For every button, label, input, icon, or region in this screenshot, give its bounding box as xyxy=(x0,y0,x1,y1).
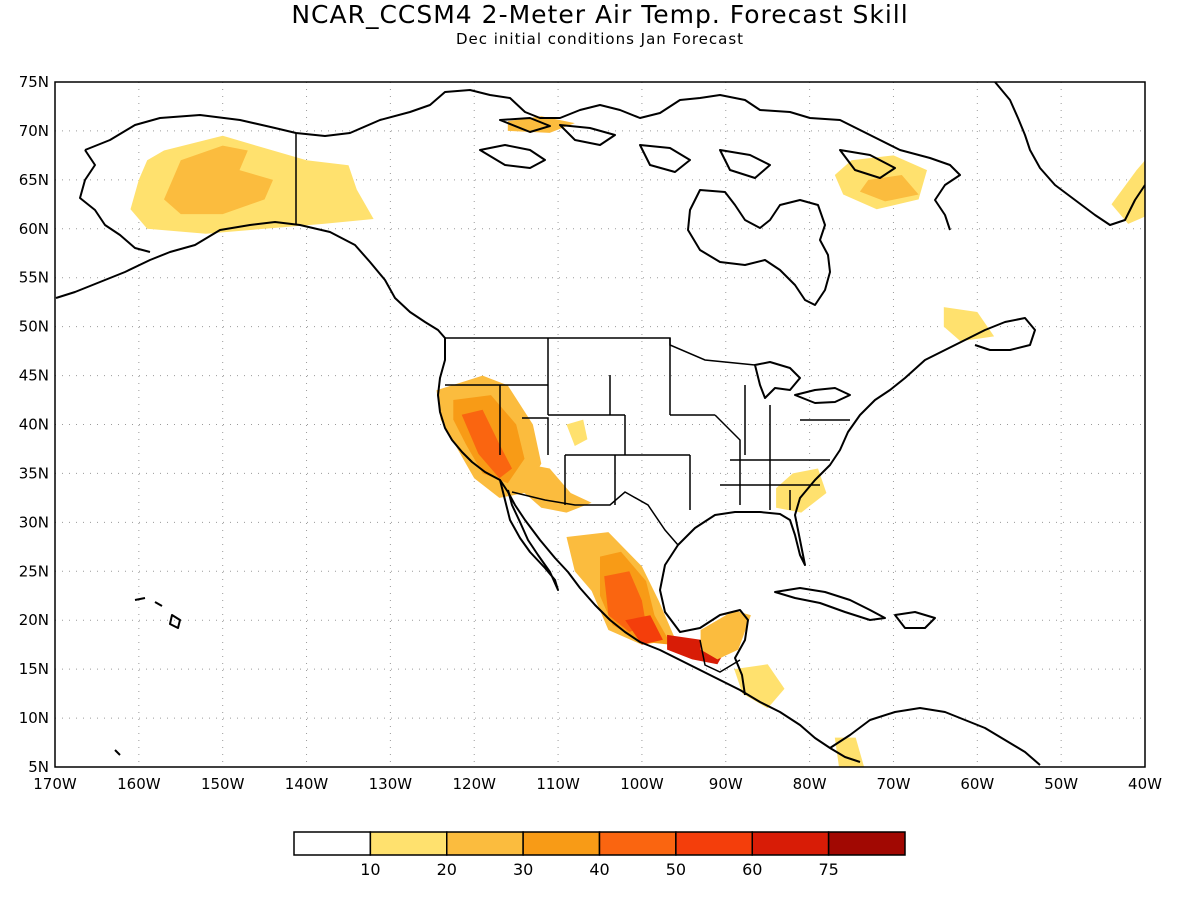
colorbar-swatch xyxy=(598,831,677,856)
alaska-south-coast xyxy=(55,221,446,339)
skill-region xyxy=(566,419,588,446)
lat-tick-label: 30N xyxy=(19,513,49,531)
skill-region xyxy=(1145,146,1195,195)
lat-tick-label: 5N xyxy=(28,758,49,776)
lon-tick-label: 90W xyxy=(709,775,743,793)
skill-region xyxy=(776,468,827,513)
colorbar-swatch xyxy=(827,831,906,856)
mexico-central-america-border xyxy=(699,639,741,673)
lat-tick-label: 45N xyxy=(19,367,49,385)
colorbar-label: 40 xyxy=(589,860,609,879)
lat-tick-label: 50N xyxy=(19,318,49,336)
gulf-coast xyxy=(659,317,1036,696)
map-frame xyxy=(54,81,1146,768)
skill-region xyxy=(734,664,785,709)
lon-tick-label: 120W xyxy=(452,775,496,793)
colorbar-label: 50 xyxy=(666,860,686,879)
lat-tick-label: 10N xyxy=(19,709,49,727)
axis-tick-labels: 75N 70N 65N 60N 55N 50N 45N 40N 35N 30N 25N 20N 15N 1… xyxy=(19,73,1162,793)
lat-tick-label: 15N xyxy=(19,660,49,678)
greenland-coastline xyxy=(994,82,1145,226)
skill-region xyxy=(943,307,995,342)
lat-tick-label: 20N xyxy=(19,611,49,629)
lon-tick-label: 80W xyxy=(793,775,827,793)
lat-tick-label: 75N xyxy=(19,73,49,91)
chart-subtitle: Dec initial conditions Jan Forecast xyxy=(455,30,745,48)
colorbar-swatch xyxy=(293,831,372,856)
pacific-coast xyxy=(437,338,861,763)
skill-region xyxy=(461,409,512,479)
colorbar-label: 10 xyxy=(360,860,380,879)
skill-region xyxy=(667,634,726,665)
cuba-coastline xyxy=(774,587,886,621)
lon-tick-label: 150W xyxy=(201,775,245,793)
political-borders xyxy=(295,133,850,673)
colorbar-label: 30 xyxy=(513,860,533,879)
lon-tick-label: 50W xyxy=(1044,775,1078,793)
alaska-west-coast xyxy=(79,149,151,253)
lon-tick-label: 70W xyxy=(877,775,911,793)
us-mexico-border xyxy=(511,491,679,546)
skill-region xyxy=(524,463,592,513)
hawaii-coastline xyxy=(114,597,181,756)
lat-tick-label: 70N xyxy=(19,122,49,140)
south-america-coastline xyxy=(829,707,1041,766)
colorbar-swatch xyxy=(369,831,448,856)
great-lakes xyxy=(754,361,851,404)
skill-region xyxy=(164,145,273,215)
alaska-coastline xyxy=(84,89,961,231)
skill-region xyxy=(1111,160,1145,224)
hudson-bay-coastline xyxy=(687,189,831,306)
us-canada-border xyxy=(445,337,756,366)
state-lines xyxy=(445,338,850,510)
lon-tick-label: 160W xyxy=(117,775,161,793)
lat-tick-label: 40N xyxy=(19,416,49,434)
colorbar-swatch xyxy=(446,831,524,856)
skill-shading xyxy=(130,116,1195,767)
lon-tick-label: 140W xyxy=(285,775,329,793)
lat-tick-label: 35N xyxy=(19,464,49,482)
chart-title: NCAR_CCSM4 2-Meter Air Temp. Forecast Sk… xyxy=(291,0,909,29)
lat-tick-label: 65N xyxy=(19,171,49,189)
colorbar: 10 20 30 40 50 60 75 xyxy=(293,831,906,879)
skill-region xyxy=(604,571,647,632)
lon-tick-label: 100W xyxy=(620,775,664,793)
skill-region xyxy=(859,175,919,202)
skill-region xyxy=(700,610,751,660)
lon-tick-label: 40W xyxy=(1128,775,1162,793)
baja-coastline xyxy=(499,479,559,591)
lon-tick-label: 130W xyxy=(369,775,413,793)
lat-tick-label: 55N xyxy=(19,269,49,287)
skill-region xyxy=(834,737,865,767)
lon-tick-label: 110W xyxy=(536,775,580,793)
colorbar-label: 75 xyxy=(818,860,838,879)
colorbar-swatch xyxy=(522,831,601,856)
coastlines xyxy=(55,82,1145,766)
hispaniola-coastline xyxy=(894,611,936,629)
lon-tick-label: 60W xyxy=(960,775,994,793)
colorbar-label: 60 xyxy=(742,860,762,879)
colorbar-swatch xyxy=(675,831,753,856)
lon-tick-label: 170W xyxy=(33,775,77,793)
skill-region xyxy=(625,615,663,645)
colorbar-label: 20 xyxy=(437,860,457,879)
lat-tick-label: 60N xyxy=(19,220,49,238)
lat-tick-label: 25N xyxy=(19,562,49,580)
arctic-islands xyxy=(479,117,896,179)
colorbar-swatch xyxy=(751,831,830,856)
